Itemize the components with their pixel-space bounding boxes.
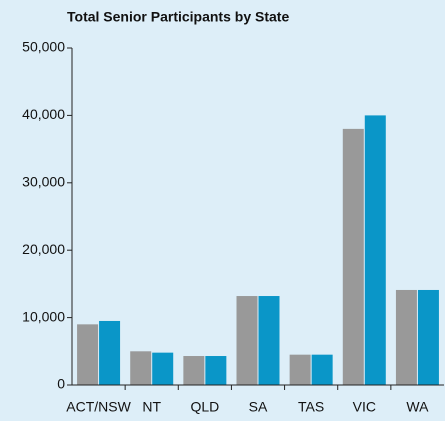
y-tick-label: 0 [57,376,65,392]
bar [130,351,152,385]
x-tick-label: SA [249,399,268,415]
y-tick-label: 50,000 [22,39,65,55]
x-tick-label: QLD [190,399,219,415]
bar [99,320,121,385]
y-tick-label: 10,000 [22,308,65,324]
bar [395,289,417,385]
y-tick-label: 30,000 [22,174,65,190]
bar [205,356,227,385]
bar [364,115,386,386]
bar [152,352,174,385]
bar [236,296,258,385]
x-tick-label: TAS [298,399,324,415]
x-tick-label: ACT/NSW [66,399,131,415]
y-tick-label: 20,000 [22,241,65,257]
x-tick-label: VIC [353,399,376,415]
chart-title: Total Senior Participants by State [67,9,289,25]
bar [77,324,99,385]
x-tick-label: WA [406,399,429,415]
bar [289,354,311,385]
x-tick-label: NT [142,399,161,415]
bar [258,296,280,385]
bar [342,128,364,385]
bar [183,356,205,385]
bar [311,354,333,385]
bar [417,289,439,385]
y-tick-label: 40,000 [22,106,65,122]
